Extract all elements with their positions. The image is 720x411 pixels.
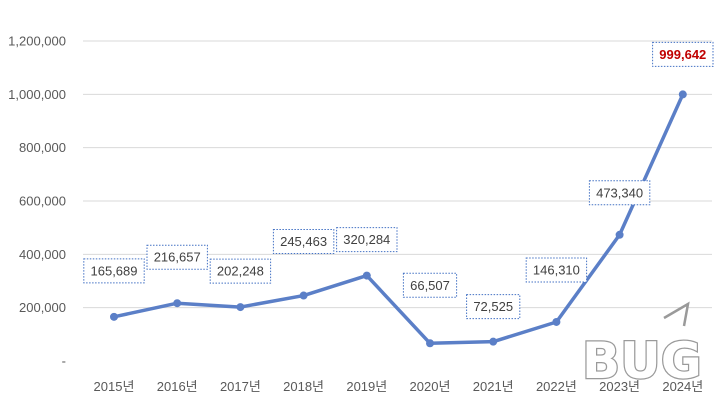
data-point [426, 339, 434, 348]
x-tick-label: 2015년 [94, 379, 135, 394]
data-label-text: 320,284 [343, 232, 390, 247]
y-tick-label: 600,000 [19, 194, 66, 209]
data-label-box [525, 257, 588, 283]
x-tick-label: 2021년 [473, 379, 514, 394]
data-label-box [272, 229, 335, 255]
data-point [489, 337, 498, 346]
data-label: 245,463 [272, 229, 335, 255]
x-tick-label: 2024년 [662, 379, 703, 394]
x-tick-label: 2022년 [536, 379, 577, 394]
x-tick-label: 2017년 [220, 379, 261, 394]
y-tick-label: 1,200,000 [8, 34, 66, 49]
data-point [678, 90, 687, 99]
watermark-logo: BUG [581, 301, 703, 391]
data-label: 216,657 [146, 244, 208, 270]
data-point [110, 312, 118, 321]
series-path [112, 92, 685, 346]
data-label-text: 216,657 [154, 250, 201, 265]
data-label-text: 66,507 [410, 278, 450, 293]
data-label-box [146, 244, 208, 270]
data-label: 999,642 [652, 41, 714, 67]
watermark-text: BUG [582, 332, 702, 390]
data-point [552, 317, 561, 326]
data-label-box [83, 258, 145, 284]
data-label-text: 473,340 [596, 185, 643, 200]
x-tick-label: 2020년 [410, 379, 451, 394]
y-tick-label: 800,000 [19, 140, 66, 155]
watermark-arrow [663, 301, 690, 327]
y-tick-label: 200,000 [19, 300, 66, 315]
data-point [299, 291, 308, 300]
data-point [362, 271, 371, 280]
x-axis: 2015년 2016년 2017년 2018년 2019년 2020년 2021년 2022년… [94, 379, 704, 394]
data-label: 165,689 [83, 258, 145, 284]
data-point [173, 299, 182, 308]
data-label-text: 202,248 [217, 264, 264, 279]
y-axis: - 200,000 400,000 600,000 800,000 1,000,000 1,… [8, 34, 66, 369]
data-labels: 165,689 216,657 202,248 245,463 320,284 66,50… [83, 41, 714, 320]
data-label-text: 165,689 [91, 263, 138, 278]
data-label: 72,525 [466, 294, 521, 320]
data-label: 320,284 [336, 227, 398, 253]
data-label-box [652, 41, 714, 67]
data-label: 473,340 [588, 180, 651, 206]
x-tick-label: 2016년 [157, 379, 198, 394]
data-label-text: 245,463 [280, 234, 327, 249]
x-tick-label: 2018년 [283, 379, 324, 394]
data-label-text: 146,310 [533, 262, 580, 277]
data-label: 66,507 [402, 272, 458, 298]
data-label-box [402, 272, 458, 298]
data-label-text: 999,642 [659, 47, 706, 62]
data-point [236, 303, 245, 312]
x-tick-label: 2019년 [346, 379, 387, 394]
data-label-box [336, 227, 398, 253]
data-label: 146,310 [525, 257, 588, 283]
data-point [615, 230, 624, 239]
series-line [110, 90, 687, 348]
y-tick-label: 1,000,000 [8, 87, 66, 102]
data-label: 202,248 [209, 258, 272, 284]
data-label-text: 72,525 [473, 299, 513, 314]
y-tick-label: - [62, 354, 66, 369]
x-tick-label: 2023년 [599, 379, 640, 394]
data-label-box [588, 180, 651, 206]
y-tick-label: 400,000 [19, 247, 66, 262]
data-label-box [209, 258, 272, 284]
data-label-box [466, 294, 521, 320]
